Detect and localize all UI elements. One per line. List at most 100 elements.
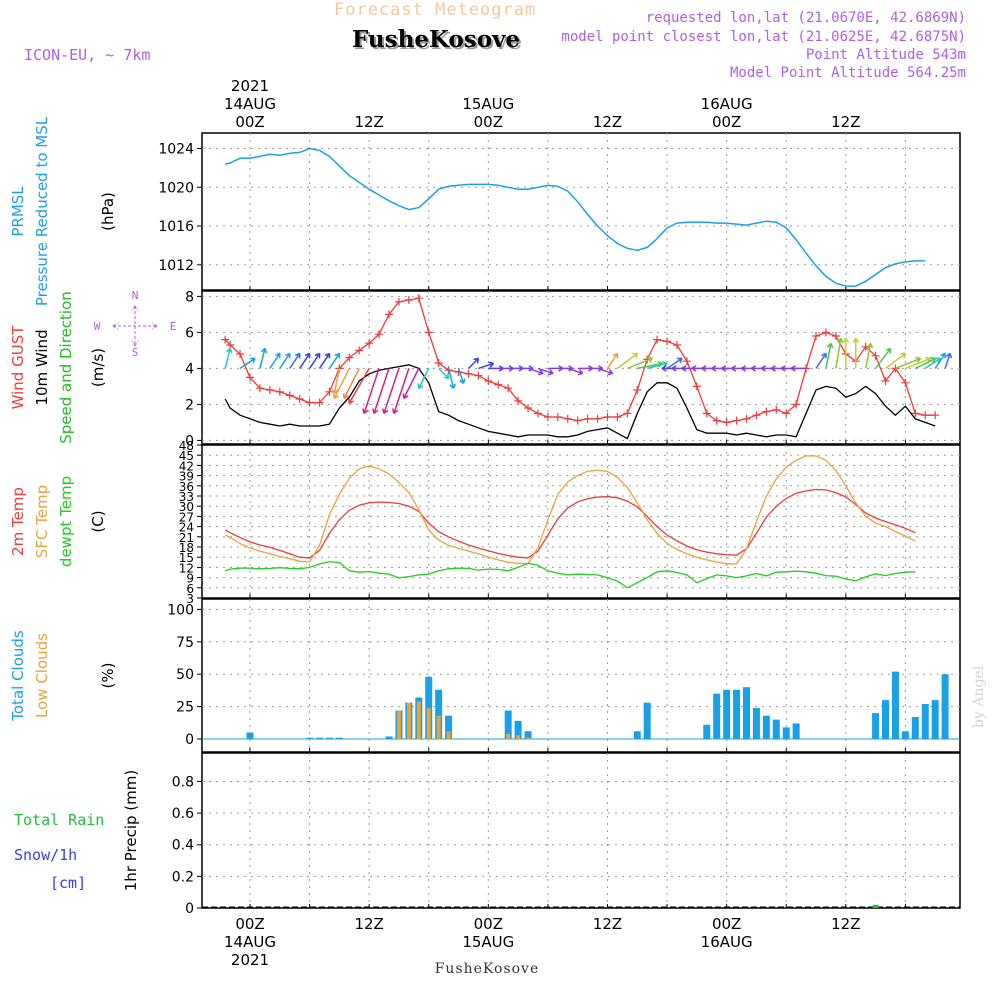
y-tick-label: 0.6 [172, 806, 194, 822]
gust-point [663, 337, 672, 346]
gust-point [543, 413, 552, 421]
time-label-bottom: 12Z [831, 915, 860, 933]
wind-arrow-head [334, 352, 341, 359]
wind-arrow [393, 368, 410, 414]
temperature-frame [201, 444, 961, 599]
wind-arrow-head [885, 347, 892, 354]
y-tick-label: 4 [185, 361, 194, 377]
gust-point [524, 404, 533, 412]
total-cloud-bar [335, 737, 343, 740]
gust-point [831, 332, 840, 340]
time-label-top: 14AUG [224, 95, 276, 113]
y-tick-label: 1012 [158, 258, 194, 274]
precip-axis-labels: 1hr Precip (mm) [122, 770, 140, 891]
axis-label: 2m Temp [9, 487, 27, 556]
temperature-axis-labels: 2m Temp SFC Temp dewpt Temp (C) [9, 476, 107, 567]
wind-arrow [318, 352, 331, 369]
y-tick-label: 3 [186, 592, 194, 606]
wind-y-axis: 0 2 4 6 8 [185, 289, 202, 449]
wind-arrow [815, 352, 827, 369]
wind-arrow [905, 357, 931, 370]
wind-arrow-head [852, 337, 860, 344]
wind-arrow-head [391, 408, 399, 414]
wind-arrow [403, 368, 420, 399]
gust-point [404, 296, 413, 304]
time-label-top: 00Z [235, 113, 264, 131]
gust-point [494, 380, 503, 389]
model-label: ICON-EU, ~ 7km [24, 46, 151, 64]
total-cloud-bar [524, 731, 532, 740]
gust-point [812, 332, 821, 340]
gust-point [881, 377, 890, 385]
closest-point-label: model point closest lon,lat (21.0625E, 4… [561, 29, 966, 45]
wind-arrow-head [741, 365, 747, 372]
y-tick-label: 1024 [158, 142, 194, 158]
wind-arrow [597, 367, 613, 375]
wind-arrow-head [701, 365, 707, 372]
time-label-bottom: 00Z [474, 915, 503, 933]
wind-arrow-head [780, 365, 786, 372]
gust-point [583, 414, 592, 423]
y-tick-label: 24 [179, 521, 194, 535]
wind-grid [202, 291, 960, 444]
wind-arrow [279, 352, 291, 369]
requested-point-label: requested lon,lat (21.0670E, 42.6869N) [645, 10, 966, 26]
gust-point [226, 341, 235, 349]
pressure-y-axis: 1012 1016 1020 1024 [158, 142, 202, 274]
wind-arrow-head [915, 356, 922, 363]
wind-arrow-head [842, 337, 850, 344]
wind-arrow-head [691, 365, 697, 372]
wind-arrow-head [274, 352, 281, 359]
wind-arrow-head [577, 369, 584, 376]
temp-2m-line [224, 488, 916, 559]
wind-arrow-head [612, 352, 619, 359]
time-label-bottom: 2021 [231, 951, 269, 969]
wind-arrow [666, 357, 683, 370]
model-altitude-label: Model Point Altitude 564.25m [729, 65, 966, 81]
y-tick-label: 100 [167, 602, 194, 618]
y-tick-label: 0.2 [172, 869, 194, 885]
y-tick-label: 27 [179, 510, 194, 524]
compass-n: N [132, 289, 139, 302]
y-tick-label: 6 [185, 325, 194, 341]
compass-rose: N S W E [94, 289, 177, 359]
y-tick-label: 18 [179, 541, 194, 555]
wind-arrow-head [294, 352, 301, 359]
sfc-temp-line [224, 455, 916, 565]
wind-arrow [383, 368, 400, 414]
wind-arrow-head [866, 342, 874, 349]
wind-arrow [343, 368, 360, 399]
gust-point [911, 409, 920, 418]
gust-point [246, 373, 254, 382]
gust-point [285, 391, 294, 400]
wind-arrow-head [250, 357, 256, 364]
wind-arrow-head [647, 356, 653, 363]
y-tick-label: 1016 [158, 219, 194, 235]
precip-y-axis: 0 0.2 0.4 0.6 0.8 [172, 774, 202, 917]
gust-point [394, 297, 403, 306]
total-cloud-bar [941, 674, 949, 740]
gust-point [434, 359, 443, 367]
wind-arrow-head [677, 357, 683, 364]
wind-arrow-head [284, 352, 291, 359]
wind-arrow [333, 368, 341, 394]
gust-point [732, 416, 741, 425]
axis-label: (m/s) [89, 348, 107, 387]
gust-point [752, 411, 761, 420]
total-cloud-bar [911, 716, 919, 740]
gust-point [255, 384, 264, 393]
time-label-top: 00Z [712, 113, 741, 131]
y-tick-label: 30 [179, 500, 194, 514]
wind-arrow [269, 352, 281, 369]
wind-arrow-head [372, 408, 379, 414]
gust-point [484, 377, 493, 385]
gust-point [464, 369, 473, 378]
wind-arrow [418, 368, 430, 389]
y-tick-label: 0 [185, 433, 194, 449]
clouds-grid [202, 599, 960, 752]
snow-legend: Snow/1h [14, 846, 77, 864]
